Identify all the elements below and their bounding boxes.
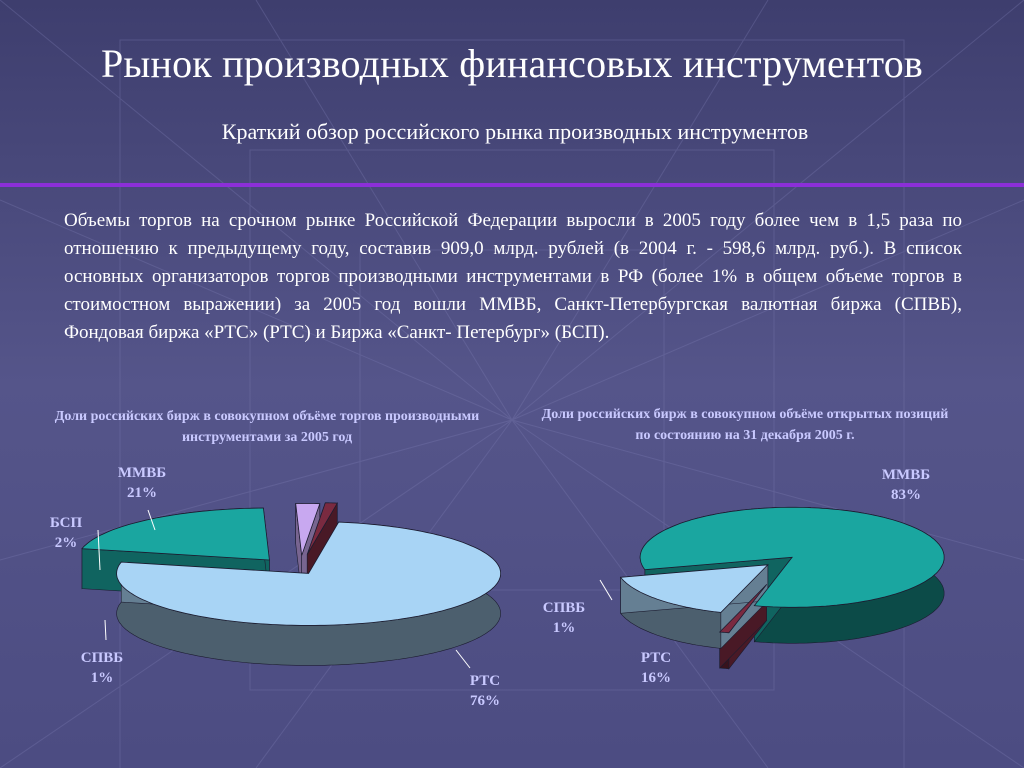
pie-slice-СПВБ [306, 502, 338, 555]
data-label: СПВБ 1% [80, 650, 124, 686]
title-divider [0, 183, 1024, 187]
pie-slice-РТС [116, 521, 501, 626]
pie-slice-ММВБ [81, 507, 270, 561]
leader-line [599, 579, 613, 601]
leader-line [97, 529, 101, 571]
page-title: Рынок производных финансовых инструменто… [100, 41, 924, 86]
chart-title: Доли российских бирж в совокупном объёме… [541, 407, 949, 443]
leader-line [455, 649, 471, 669]
data-label: ММВБ 83% [881, 467, 931, 503]
data-label: РТС 16% [640, 650, 672, 686]
data-label: БСП 2% [49, 515, 83, 551]
pie-slice-СПВБ [718, 584, 768, 634]
data-label: СПВБ 1% [542, 600, 586, 636]
page-subtitle: Краткий обзор российского рынка производ… [221, 119, 809, 144]
pie-slice-ММВБ [639, 506, 945, 608]
pie-slice-РТС [619, 564, 769, 613]
data-label: ММВБ 21% [117, 465, 167, 501]
leader-line [104, 619, 107, 641]
leader-line [147, 509, 156, 531]
data-label: РТС 76% [469, 673, 501, 709]
body-paragraph: Объемы торгов на срочном рынке Российско… [64, 210, 962, 343]
pie-slice-БСП [295, 502, 321, 556]
chart-title: Доли российских бирж в совокупном объёме… [54, 409, 480, 445]
